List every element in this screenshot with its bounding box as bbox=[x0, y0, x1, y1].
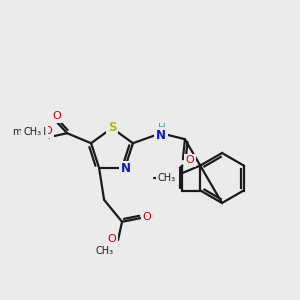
Text: O: O bbox=[53, 111, 62, 121]
Text: O: O bbox=[44, 126, 52, 136]
Text: CH₃: CH₃ bbox=[23, 127, 41, 137]
Text: methyl: methyl bbox=[12, 127, 46, 137]
Text: S: S bbox=[108, 121, 116, 134]
Text: N: N bbox=[167, 169, 177, 182]
Text: O: O bbox=[108, 234, 116, 244]
Text: N: N bbox=[156, 129, 166, 142]
Text: O: O bbox=[185, 155, 194, 165]
Text: CH₃: CH₃ bbox=[157, 173, 176, 183]
Text: CH₃: CH₃ bbox=[95, 246, 113, 256]
Text: H: H bbox=[158, 123, 166, 133]
Text: O: O bbox=[143, 212, 152, 222]
Text: N: N bbox=[121, 162, 131, 175]
